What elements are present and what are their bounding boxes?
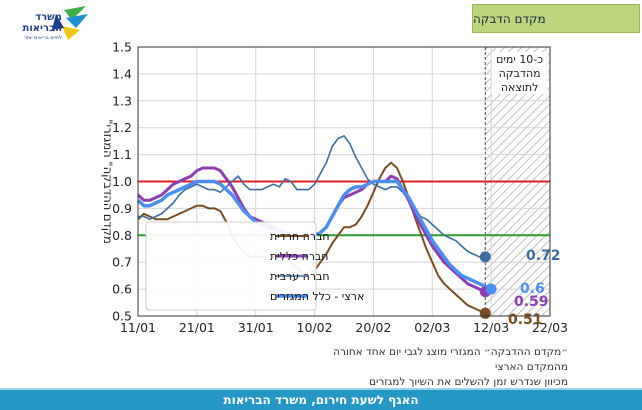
x-tick-label: 20/02 — [355, 320, 391, 335]
footer-accent — [0, 388, 642, 391]
chart-caption-line-2: מכיוון שנדרש זמן להשלים את השיוך למגזרים — [369, 376, 568, 388]
hatched-region-note-bg — [491, 66, 548, 80]
series-end-marker — [479, 251, 491, 263]
series-end-label: 0.72 — [526, 248, 561, 264]
series-line — [138, 135, 486, 258]
hatched-region-note-bg — [491, 52, 548, 66]
hatched-region-note-line: מהדבקה — [499, 67, 541, 80]
series-end-label: 0.59 — [514, 294, 549, 310]
y-tick-label: 1.2 — [112, 120, 132, 135]
y-tick-label: 1.0 — [112, 174, 132, 189]
plot-frame — [137, 46, 551, 317]
x-tick-label: 12/03 — [473, 320, 509, 335]
footer-banner: האגף לשעת חירום, משרד הבריאות — [0, 390, 642, 410]
y-axis-label: "מקדם ההדבקה" המגזרי — [101, 119, 115, 244]
hatched-region-note-line: לתוצאה — [501, 81, 539, 94]
series-end-marker — [479, 307, 491, 319]
x-tick-label: 21/01 — [179, 320, 215, 335]
legend-box — [145, 221, 317, 311]
y-tick-label: 1.1 — [112, 147, 132, 162]
infection-rate-chart: 0.5 0.6 0.7 0.8 0.9 1.0 1.1 1.2 1.3 1.4 1.5 11/01 2… — [101, 40, 568, 336]
legend-label: ארצי - כלל המגזרים — [270, 290, 364, 303]
series-end-labels: 0.51 0.59 0.72 0.6 — [508, 248, 561, 328]
x-tick-label: 31/01 — [238, 320, 274, 335]
series-end-marker — [485, 283, 497, 295]
x-tick-label: 02/03 — [414, 320, 450, 335]
logo-mark — [52, 6, 88, 40]
x-tick-labels: 11/01 21/01 31/01 10/02 20/02 02/03 12/03 22/03 — [120, 320, 568, 335]
chart-caption-line-1: ״מקדם ההדבקה״ המגזרי מוצג לגבי יום אחד א… — [333, 346, 568, 373]
hatched-region-note-bg — [491, 80, 548, 94]
y-tick-label: 1.5 — [112, 40, 132, 55]
y-tick-label: 0.5 — [112, 309, 132, 324]
x-tick-label: 11/01 — [120, 320, 156, 335]
logo-wordmark: משרד הבריאות — [22, 12, 62, 34]
y-tick-label: 1.3 — [112, 93, 132, 108]
y-tick-label: 1.4 — [112, 66, 132, 81]
y-tick-label: 0.7 — [112, 255, 132, 270]
chart-caption: ״מקדם ההדבקה״ המגזרי מוצג לגבי יום אחד א… — [318, 345, 568, 390]
series-end-label: 0.6 — [520, 281, 545, 297]
legend-label: חברה ערבית — [270, 270, 330, 283]
legend-label: חברה חרדית — [270, 230, 330, 243]
legend-label: חברה כללית — [270, 250, 328, 263]
y-tick-label: 0.6 — [112, 282, 132, 297]
y-tick-label: 0.9 — [112, 201, 132, 216]
page-title: מקדם הדבקה — [472, 4, 640, 33]
x-tick-label: 22/03 — [532, 320, 568, 335]
hatched-region-note-line: כ-10 ימים — [496, 53, 543, 66]
logo-tagline: לחיים בריאים יותר — [23, 35, 62, 41]
series-end-label: 0.51 — [508, 312, 543, 328]
y-tick-label: 0.8 — [112, 228, 132, 243]
legend: חברה חרדית חברה כללית חברה ערבית ארצי - כלל… — [145, 221, 364, 311]
y-tick-labels: 0.5 0.6 0.7 0.8 0.9 1.0 1.1 1.2 1.3 1.4 1.5 — [112, 40, 132, 324]
x-tick-label: 10/02 — [297, 320, 333, 335]
